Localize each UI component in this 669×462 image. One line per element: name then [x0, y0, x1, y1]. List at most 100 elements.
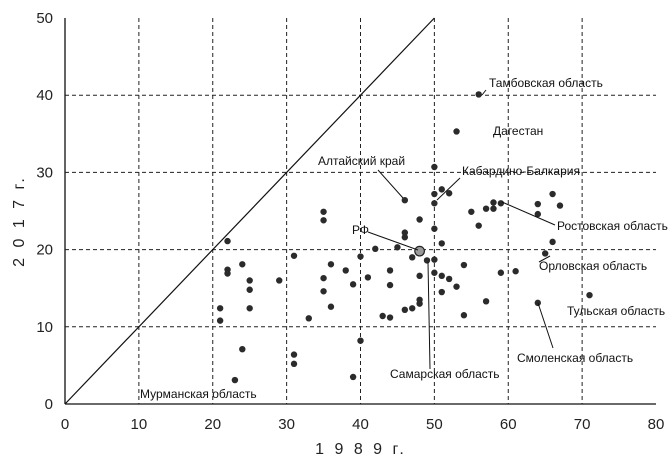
- data-point: [409, 254, 416, 261]
- annotation-label: Кабардино-Балкария: [462, 164, 580, 178]
- y-tick-label: 20: [36, 242, 53, 259]
- annotation-leader: [481, 89, 487, 96]
- data-point: [379, 312, 386, 320]
- data-point: [394, 244, 401, 251]
- data-point: [401, 196, 409, 204]
- data-point: [534, 200, 541, 208]
- x-tick-label: 30: [278, 416, 295, 433]
- data-point: [239, 345, 246, 353]
- x-axis-title: 1 9 8 9 г.: [315, 441, 407, 458]
- data-point: [342, 267, 349, 274]
- data-point: [497, 200, 505, 207]
- y-tick-label: 40: [36, 87, 53, 104]
- annotation-label: Самарская область: [390, 367, 500, 381]
- data-point: [386, 314, 394, 321]
- x-tick-label: 0: [61, 416, 69, 433]
- data-point: [276, 277, 283, 284]
- data-point: [290, 360, 298, 368]
- data-point: [364, 274, 372, 281]
- rf-point: [414, 245, 426, 257]
- data-point: [224, 237, 231, 245]
- data-point: [386, 267, 394, 274]
- x-tick-label: 80: [648, 416, 665, 433]
- annotations: Тамбовская область Дагестан Алтайский край…: [140, 76, 668, 401]
- data-point: [431, 269, 438, 276]
- data-point: [453, 128, 460, 135]
- data-point: [320, 217, 327, 224]
- annotation-leader: [436, 177, 461, 201]
- axes: [64, 18, 656, 405]
- data-point: [431, 163, 438, 171]
- data-point: [401, 234, 409, 241]
- annotation-label: Смоленская область: [517, 351, 633, 365]
- grid: [65, 18, 656, 404]
- data-point: [320, 208, 327, 215]
- y-tick-label: 0: [45, 396, 53, 413]
- annotation-leader: [501, 201, 556, 226]
- data-point: [216, 317, 224, 324]
- annotation-label: РФ: [352, 223, 369, 237]
- data-point: [409, 305, 416, 312]
- data-point: [460, 312, 468, 319]
- data-point: [231, 376, 239, 384]
- data-point: [482, 205, 490, 212]
- data-point: [401, 229, 409, 236]
- annotation-leader: [377, 169, 404, 199]
- annotation-leader: [538, 255, 551, 263]
- data-point: [246, 286, 253, 293]
- x-tick-label: 60: [500, 416, 517, 433]
- data-point: [445, 275, 453, 283]
- data-point: [246, 277, 253, 284]
- data-point: [423, 257, 431, 264]
- data-point: [290, 252, 298, 259]
- data-point: [431, 200, 438, 207]
- annotation-label: Орловская область: [539, 259, 647, 273]
- data-point: [431, 225, 438, 232]
- data-point: [438, 240, 445, 247]
- data-point: [453, 283, 460, 290]
- data-point: [475, 222, 482, 229]
- y-tick-label: 30: [36, 164, 53, 181]
- data-point: [438, 272, 445, 280]
- data-point: [445, 190, 453, 197]
- data-point: [416, 272, 423, 280]
- x-tick-label: 10: [131, 416, 148, 433]
- annotation-leader: [537, 302, 554, 349]
- data-point: [468, 208, 475, 215]
- data-point: [239, 261, 246, 268]
- data-point: [290, 351, 298, 358]
- annotation-label: Мурманская область: [140, 387, 257, 401]
- data-point: [534, 299, 541, 307]
- data-point: [490, 205, 497, 212]
- data-point: [372, 245, 379, 253]
- data-point: [224, 270, 231, 277]
- data-point: [357, 253, 364, 260]
- x-tick-labels: 0 10 20 30 40 50 60 70 80: [61, 416, 665, 433]
- data-point: [246, 305, 253, 312]
- data-point: [549, 238, 556, 246]
- y-tick-label: 50: [36, 10, 53, 27]
- annotation-leader: [427, 261, 431, 370]
- data-point: [475, 91, 482, 98]
- data-point: [216, 305, 224, 312]
- diagonal-line: [64, 17, 435, 405]
- x-tick-label: 40: [352, 416, 369, 433]
- data-points: [216, 91, 593, 384]
- data-point: [327, 303, 335, 310]
- data-point: [305, 315, 312, 322]
- data-point: [386, 281, 394, 289]
- x-tick-label: 70: [574, 416, 591, 433]
- annotation-label: Тульская область: [567, 304, 665, 318]
- annotation-leader: [367, 231, 419, 251]
- data-point: [349, 281, 357, 288]
- data-point: [586, 291, 593, 299]
- data-point: [349, 373, 357, 381]
- annotation-label: Дагестан: [493, 124, 543, 138]
- data-point: [497, 269, 505, 276]
- data-point: [431, 190, 438, 198]
- data-point: [320, 274, 327, 282]
- annotation-label: Тамбовская область: [489, 76, 603, 90]
- y-axis-title: 2 0 1 7 г.: [11, 175, 28, 267]
- data-point: [320, 288, 327, 295]
